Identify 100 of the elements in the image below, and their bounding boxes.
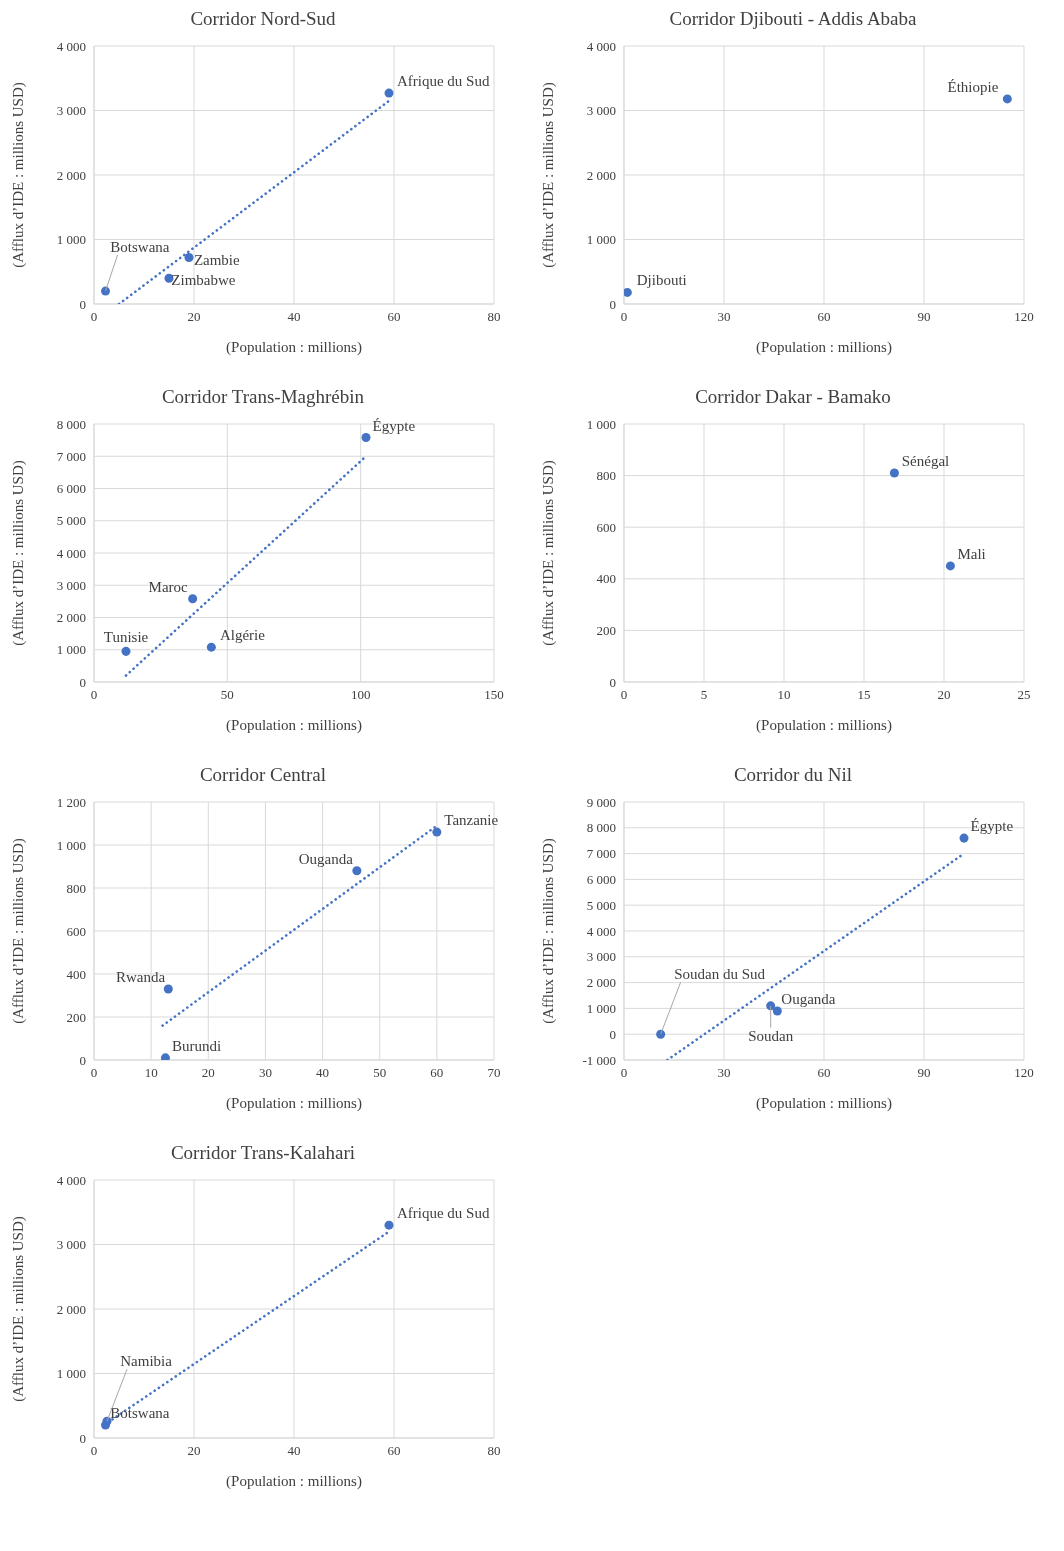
point [766,1001,776,1011]
annotation: Afrique du Sud [396,73,490,90]
x-tick-label: 60 [387,309,401,325]
annotation: Namibia [120,1353,173,1370]
annotation: Égypte [970,818,1014,835]
y-tick-label: 0 [79,1052,86,1068]
y-tick-label: 8 000 [56,416,86,432]
y-axis-title: (Afflux d’IDE : millions USD) [10,460,28,646]
x-axis-title: (Population : millions) [756,339,892,356]
x-tick-label: 90 [917,309,931,325]
x-tick-label: 30 [717,309,731,325]
y-tick-label: 2 000 [56,610,86,626]
annotation: Zimbabwe [171,272,236,289]
y-tick-label: 4 000 [56,1172,86,1188]
chart-title: Corridor du Nil [732,764,854,787]
annotation: Éthiopie [947,78,999,95]
y-tick-label: 4 000 [56,38,86,54]
annotation: Afrique du Sud [396,1205,490,1222]
point [361,433,371,443]
y-tick-label: 2 000 [586,167,616,183]
annotation: Djibouti [636,272,687,289]
y-tick-label: 400 [596,571,616,587]
y-tick-label: 4 000 [586,923,616,939]
annotation: Mali [957,545,986,562]
y-tick-label: 3 000 [56,103,86,119]
x-axis-title: (Population : millions) [226,339,362,356]
annotation: Soudan [748,1027,794,1044]
y-tick-label: 0 [609,1026,616,1042]
x-tick-label: 120 [1014,309,1034,325]
x-tick-label: 0 [620,309,628,325]
x-axis-title: (Population : millions) [226,1095,362,1112]
annotation: Botswana [110,239,170,256]
x-axis-title: (Population : millions) [226,1473,362,1490]
y-tick-label: 600 [596,519,616,535]
chart-title: Corridor Trans-Maghrébin [160,386,366,409]
x-tick-label: 20 [187,309,201,325]
x-tick-label: 40 [287,1443,301,1459]
y-tick-label: 1 000 [56,232,86,248]
y-tick-label: 3 000 [56,1237,86,1253]
x-tick-label: 25 [1017,687,1031,703]
point [160,1053,170,1060]
y-tick-label: 0 [79,296,86,312]
y-tick-label: 2 000 [56,1301,86,1317]
y-axis-title: (Afflux d’IDE : millions USD) [10,1216,28,1402]
x-tick-label: 40 [316,1065,330,1081]
point [163,984,173,994]
y-tick-label: 1 000 [56,642,86,658]
x-tick-label: 0 [90,309,98,325]
chart-title: Corridor Djibouti - Addis Ababa [668,8,918,31]
x-axis-title: (Population : millions) [756,1095,892,1112]
y-tick-label: 3 000 [586,949,616,965]
y-tick-label: 1 000 [56,1366,86,1382]
annotation: Burundi [171,1037,222,1054]
x-tick-label: 60 [817,309,831,325]
x-tick-label: 15 [857,687,871,703]
y-tick-label: 3 000 [56,577,86,593]
x-tick-label: 5 [700,687,708,703]
x-tick-label: 0 [90,687,98,703]
x-tick-label: 10 [777,687,791,703]
x-axis-title: (Population : millions) [756,717,892,734]
y-tick-label: 2 000 [586,975,616,991]
point [384,1220,394,1230]
y-tick-label: 0 [609,296,616,312]
annotation: Sénégal [901,453,950,470]
y-tick-label: 8 000 [586,820,616,836]
annotation: Égypte [372,417,416,434]
y-tick-label: 1 000 [586,416,616,432]
y-tick-label: 3 000 [586,103,616,119]
x-tick-label: 20 [187,1443,201,1459]
point [772,1006,782,1016]
x-tick-label: 100 [350,687,371,703]
x-tick-label: 120 [1014,1065,1034,1081]
x-tick-label: 60 [387,1443,401,1459]
y-tick-label: 4 000 [586,38,616,54]
x-tick-label: 90 [917,1065,931,1081]
point [959,833,969,843]
y-tick-label: 6 000 [56,481,86,497]
y-tick-label: 7 000 [56,448,86,464]
chart-title: Corridor Dakar - Bamako [694,386,892,409]
y-axis-title: (Afflux d’IDE : millions USD) [10,838,28,1024]
point [121,646,131,656]
annotation: Algérie [219,627,266,644]
y-tick-label: 2 000 [56,167,86,183]
x-tick-label: 70 [487,1065,501,1081]
y-tick-label: 4 000 [56,545,86,561]
annotation: Zambie [193,251,241,268]
y-tick-label: 0 [79,674,86,690]
annotation: Ouganda [298,850,354,867]
annotation: Rwanda [115,969,166,986]
x-tick-label: 50 [220,687,234,703]
chart-title: Corridor Nord-Sud [189,8,337,31]
point [188,594,198,604]
y-axis-title: (Afflux d’IDE : millions USD) [540,838,558,1024]
x-tick-label: 40 [287,309,301,325]
point [184,253,194,263]
y-tick-label: 7 000 [586,846,616,862]
y-tick-label: 200 [596,623,616,639]
x-tick-label: 30 [717,1065,731,1081]
y-tick-label: 5 000 [586,897,616,913]
x-tick-label: 20 [937,687,951,703]
